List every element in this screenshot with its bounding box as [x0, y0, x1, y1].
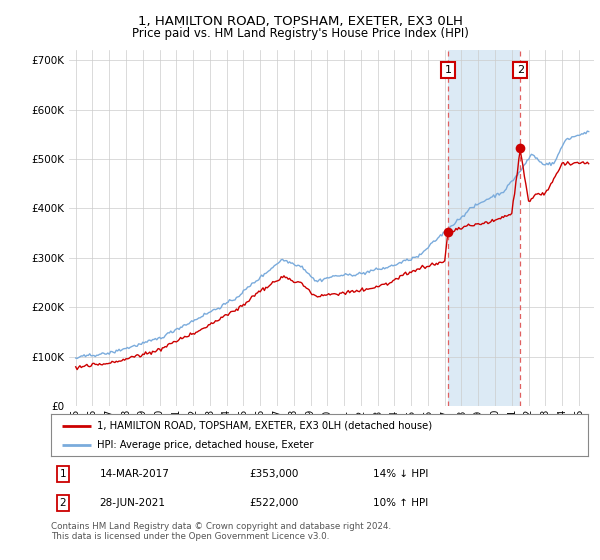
Text: 28-JUN-2021: 28-JUN-2021 — [100, 498, 166, 508]
Text: 1, HAMILTON ROAD, TOPSHAM, EXETER, EX3 0LH (detached house): 1, HAMILTON ROAD, TOPSHAM, EXETER, EX3 0… — [97, 421, 432, 431]
Text: £353,000: £353,000 — [250, 469, 299, 479]
Text: 2: 2 — [517, 65, 524, 75]
Text: £522,000: £522,000 — [250, 498, 299, 508]
Text: 1: 1 — [59, 469, 66, 479]
Bar — [448, 50, 520, 406]
Text: HPI: Average price, detached house, Exeter: HPI: Average price, detached house, Exet… — [97, 440, 313, 450]
Text: 10% ↑ HPI: 10% ↑ HPI — [373, 498, 428, 508]
Text: 1, HAMILTON ROAD, TOPSHAM, EXETER, EX3 0LH: 1, HAMILTON ROAD, TOPSHAM, EXETER, EX3 0… — [137, 15, 463, 28]
Text: Price paid vs. HM Land Registry's House Price Index (HPI): Price paid vs. HM Land Registry's House … — [131, 27, 469, 40]
Text: 2: 2 — [59, 498, 66, 508]
Text: 14-MAR-2017: 14-MAR-2017 — [100, 469, 169, 479]
Text: Contains HM Land Registry data © Crown copyright and database right 2024.
This d: Contains HM Land Registry data © Crown c… — [51, 522, 391, 542]
Text: 14% ↓ HPI: 14% ↓ HPI — [373, 469, 428, 479]
Text: 1: 1 — [445, 65, 452, 75]
